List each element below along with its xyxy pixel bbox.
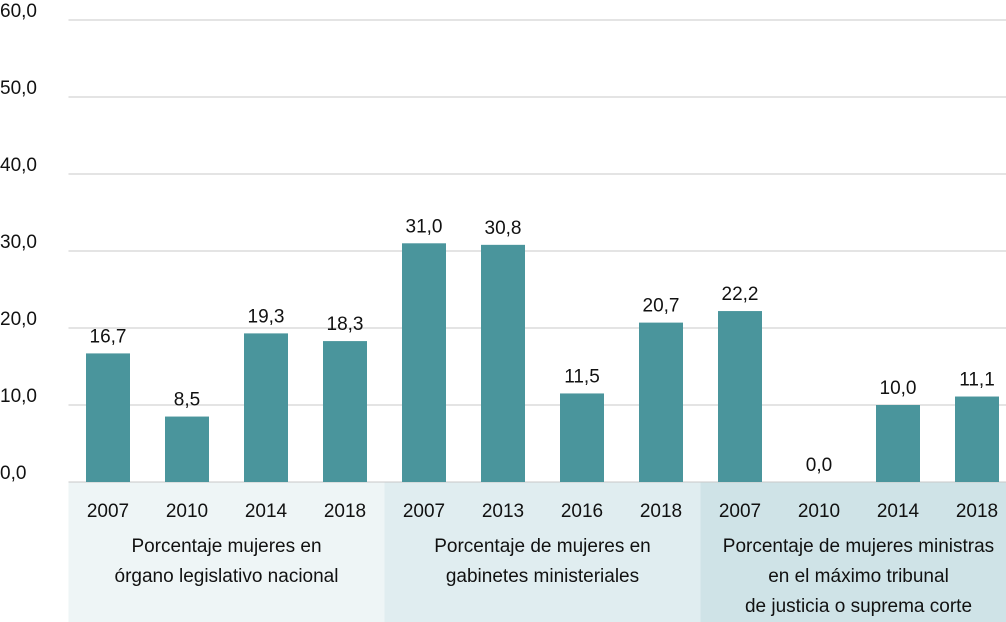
bar <box>955 396 999 482</box>
x-tick-label: 2014 <box>245 501 288 522</box>
bar <box>165 416 209 482</box>
group-label: Porcentaje de mujeres en <box>434 536 651 557</box>
value-label: 19,3 <box>248 306 285 327</box>
y-tick-label: 10,0 <box>0 386 37 407</box>
y-tick-label: 30,0 <box>0 232 37 253</box>
group-panel <box>700 482 1006 622</box>
value-label: 0,0 <box>806 455 832 476</box>
group-label: Porcentaje mujeres en <box>131 536 321 557</box>
x-tick-label: 2007 <box>719 501 761 522</box>
group-label: gabinetes ministeriales <box>446 566 639 587</box>
group-label: de justicia o suprema corte <box>745 596 972 617</box>
value-label: 31,0 <box>406 216 443 237</box>
value-label: 8,5 <box>174 390 200 411</box>
value-label: 22,2 <box>722 284 759 305</box>
x-tick-label: 2013 <box>482 501 524 522</box>
bar <box>244 333 288 482</box>
bar <box>560 393 604 482</box>
value-label: 20,7 <box>643 296 680 317</box>
value-label: 18,3 <box>327 314 364 335</box>
y-tick-label: 40,0 <box>0 155 37 176</box>
x-tick-label: 2018 <box>324 501 366 522</box>
x-tick-label: 2010 <box>798 501 840 522</box>
x-tick-label: 2014 <box>877 501 920 522</box>
y-tick-label: 0,0 <box>0 463 26 484</box>
y-tick-label: 50,0 <box>0 78 37 99</box>
bar <box>86 353 130 482</box>
bar <box>402 243 446 482</box>
y-tick-label: 60,0 <box>0 1 37 22</box>
y-tick-label: 20,0 <box>0 309 37 330</box>
bar <box>481 244 525 482</box>
group-label: Porcentaje de mujeres ministras <box>723 536 994 557</box>
group-label: órgano legislativo nacional <box>115 566 339 587</box>
group-panel <box>68 482 385 622</box>
x-tick-label: 2016 <box>561 501 603 522</box>
x-tick-label: 2018 <box>956 501 998 522</box>
bar <box>639 322 683 482</box>
x-tick-label: 2010 <box>166 501 208 522</box>
x-tick-label: 2007 <box>403 501 445 522</box>
value-label: 11,5 <box>564 366 600 387</box>
value-label: 10,0 <box>880 378 917 399</box>
group-label: en el máximo tribunal <box>768 566 949 587</box>
value-label: 11,1 <box>959 370 995 391</box>
bar <box>718 311 762 482</box>
bar <box>323 341 367 482</box>
value-label: 16,7 <box>90 326 127 347</box>
bar <box>876 405 920 482</box>
x-tick-label: 2018 <box>640 501 682 522</box>
group-panel <box>384 482 701 622</box>
x-tick-label: 2007 <box>87 501 129 522</box>
value-label: 30,8 <box>485 218 522 239</box>
